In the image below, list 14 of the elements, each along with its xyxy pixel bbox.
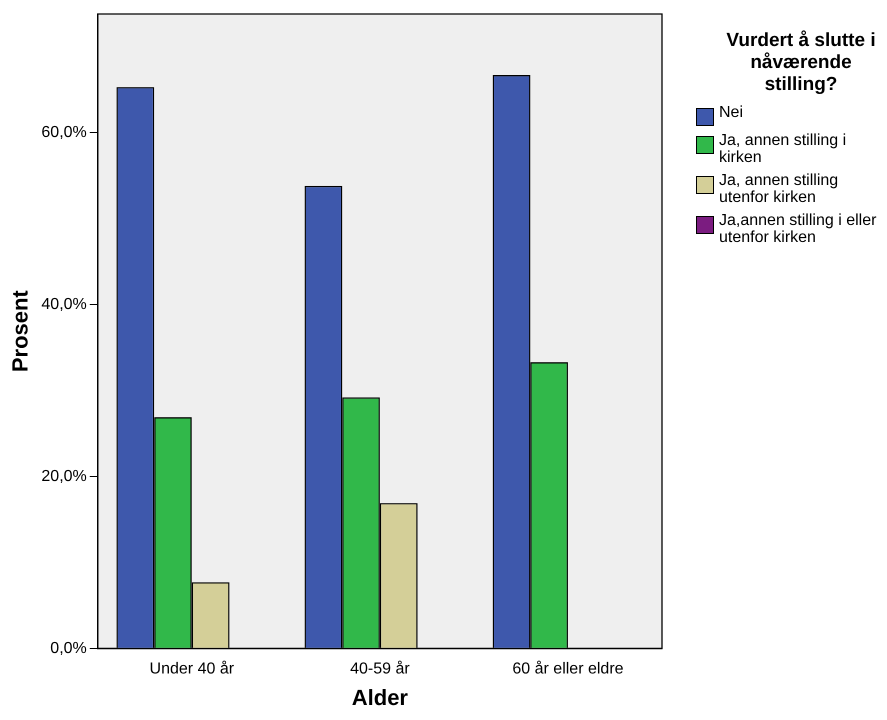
legend-label: Nei xyxy=(719,104,744,121)
legend-title: Vurdert å slutte i nåværende stilling? xyxy=(726,30,876,96)
x-tick-label: 60 år eller eldre xyxy=(512,660,624,678)
y-tick-label: 40,0% xyxy=(41,296,87,313)
y-axis-title: Prosent xyxy=(7,290,32,372)
x-axis-title: Alder xyxy=(352,684,408,710)
legend-label: Ja, annen stilling i kirken xyxy=(719,132,848,166)
x-tick-label: Under 40 år xyxy=(150,660,235,678)
y-tick-label: 20,0% xyxy=(41,468,87,485)
y-tick-label: 60,0% xyxy=(41,124,87,142)
x-tick-label: 40-59 år xyxy=(350,660,410,678)
y-tick-label: 0,0% xyxy=(50,640,87,657)
legend-label: Ja, annen stilling utenfor kirken xyxy=(719,172,840,206)
legend-label: Ja,annen stilling i eller utenfor kirken xyxy=(719,212,878,246)
